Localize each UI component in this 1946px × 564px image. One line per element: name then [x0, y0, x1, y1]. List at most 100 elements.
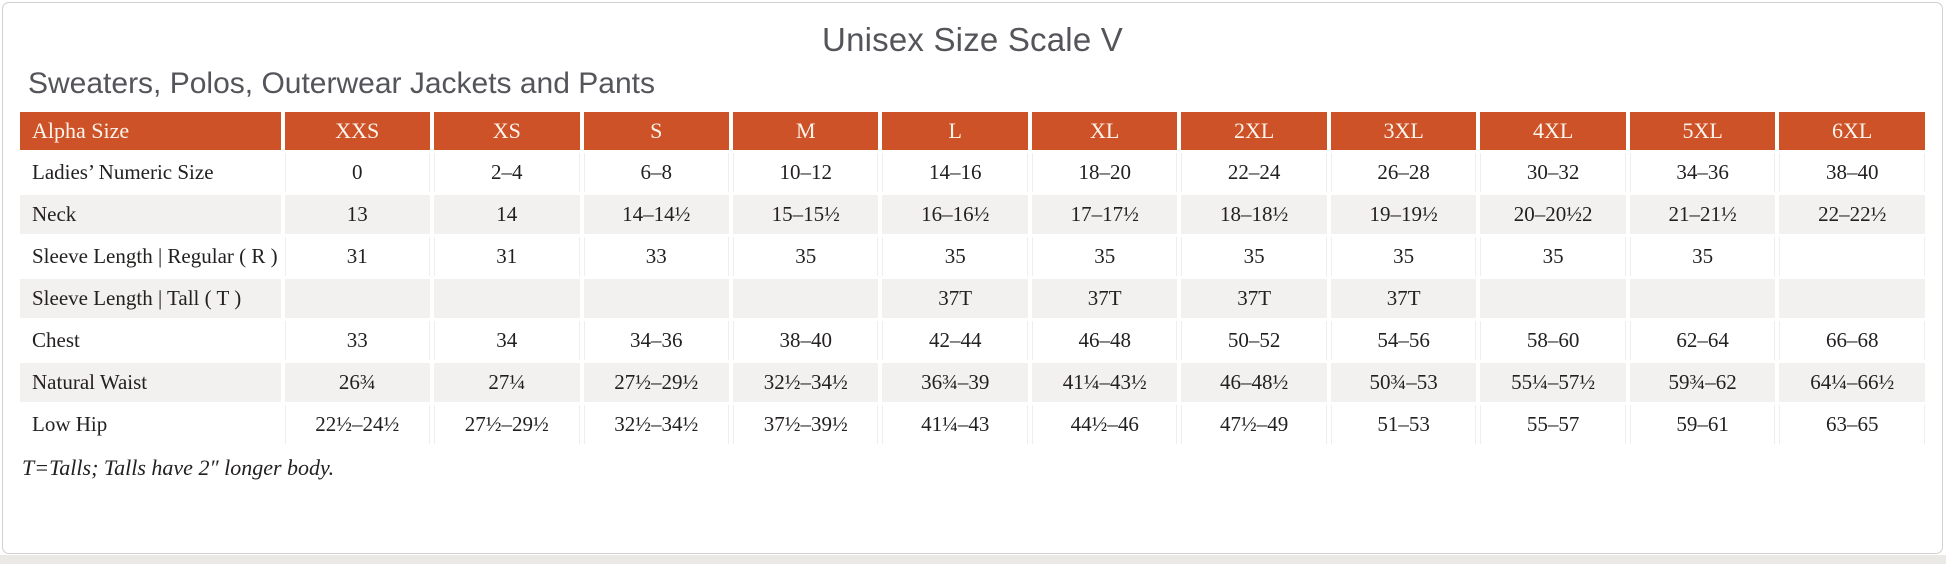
size-value-cell: 54–56 [1330, 321, 1477, 360]
size-value-cell: 59¾–62 [1629, 363, 1776, 402]
size-value-cell: 46–48½ [1181, 363, 1327, 402]
size-value-cell: 21–21½ [1629, 195, 1776, 234]
size-value-cell: 50–52 [1181, 321, 1327, 360]
size-value-cell: 37T [1031, 279, 1178, 318]
size-value-cell [1480, 279, 1626, 318]
size-value-cell: 22–22½ [1779, 195, 1925, 234]
size-value-cell: 35 [1031, 237, 1178, 276]
size-value-cell: 38–40 [1779, 153, 1925, 192]
size-value-cell: 14–14½ [583, 195, 729, 234]
size-value-cell: 2–4 [434, 153, 580, 192]
size-value-cell: 63–65 [1779, 405, 1925, 444]
table-row: Chest 33 34 34–36 38–40 42–44 46–48 50–52 54–56 5… [20, 321, 1925, 360]
size-value-cell: 59–61 [1629, 405, 1776, 444]
row-label: Low Hip [32, 412, 108, 436]
size-value-cell: 17–17½ [1031, 195, 1178, 234]
size-value-cell: 42–44 [882, 321, 1028, 360]
size-value-cell: 6–8 [583, 153, 729, 192]
size-value-cell: 32½–34½ [732, 363, 879, 402]
size-value-cell: 35 [882, 237, 1028, 276]
size-value-cell: 34 [434, 321, 580, 360]
size-value-cell: 0 [284, 153, 431, 192]
size-value-cell: 55¼–57½ [1480, 363, 1626, 402]
row-label: Sleeve Length | Regular ( R ) [32, 244, 278, 268]
size-value-cell: 10–12 [732, 153, 879, 192]
table-row: Natural Waist 26¾ 27¼ 27½–29½ 32½–34½ 36¾–39 4… [20, 363, 1925, 402]
size-value-cell: 16–16½ [882, 195, 1028, 234]
row-label: Sleeve Length | Tall ( T ) [20, 279, 281, 318]
size-value-cell: 46–48 [1031, 321, 1178, 360]
size-value-cell: 26¾ [284, 363, 431, 402]
size-value-cell [1779, 279, 1925, 318]
size-value-cell: 19–19½ [1330, 195, 1477, 234]
size-value-cell: 55–57 [1480, 405, 1626, 444]
size-value-cell: 37T [882, 279, 1028, 318]
page-subtitle: Sweaters, Polos, Outerwear Jackets and P… [28, 67, 655, 100]
size-value-cell: 35 [1480, 237, 1626, 276]
row-label: Chest [32, 328, 80, 352]
size-value-cell: 35 [732, 237, 879, 276]
column-header: S [583, 112, 729, 150]
size-value-cell: 37T [1181, 279, 1327, 318]
size-value-cell: 44½–46 [1031, 405, 1178, 444]
talls-footnote: T=Talls; Talls have 2″ longer body. [22, 455, 335, 480]
row-label: Natural Waist [20, 363, 281, 402]
size-value-cell: 31 [434, 237, 580, 276]
size-value-cell: 35 [1330, 237, 1477, 276]
size-value-cell: 34–36 [1629, 153, 1776, 192]
table-row: Ladies’ Numeric Size 0 2–4 6–8 10–12 14–16 18–… [20, 153, 1925, 192]
size-value-cell: 27¼ [434, 363, 580, 402]
size-value-cell: 58–60 [1480, 321, 1626, 360]
size-value-cell: 18–18½ [1181, 195, 1327, 234]
row-label: Ladies’ Numeric Size [32, 160, 214, 184]
size-value-cell: 22–24 [1181, 153, 1327, 192]
size-value-cell [732, 279, 879, 318]
row-label: Neck [20, 195, 281, 234]
page-title: Unisex Size Scale V [822, 21, 1123, 58]
size-value-cell [1629, 279, 1776, 318]
size-value-cell: 27½–29½ [434, 405, 580, 444]
size-value-cell: 41¼–43 [882, 405, 1028, 444]
size-table: Alpha Size XXS XS S M L XL 2XL 3XL 4XL 5XL 6XL Ladie… [16, 109, 1929, 447]
corner-header-alpha-size: Alpha Size [20, 112, 281, 150]
table-row: Low Hip 22½–24½ 27½–29½ 32½–34½ 37½–39½ 41¼–4… [20, 405, 1925, 444]
column-header: 2XL [1181, 112, 1327, 150]
size-value-cell: 22½–24½ [284, 405, 431, 444]
size-value-cell: 33 [284, 321, 431, 360]
size-value-cell: 14–16 [882, 153, 1028, 192]
size-value-cell: 14 [434, 195, 580, 234]
size-value-cell: 62–64 [1629, 321, 1776, 360]
size-value-cell: 37½–39½ [732, 405, 879, 444]
size-value-cell [583, 279, 729, 318]
size-value-cell: 66–68 [1779, 321, 1925, 360]
size-value-cell [434, 279, 580, 318]
size-value-cell [1779, 237, 1925, 276]
size-value-cell: 32½–34½ [583, 405, 729, 444]
column-header: 4XL [1480, 112, 1626, 150]
table-row: Sleeve Length | Regular ( R ) 31 31 33 35 35 3… [20, 237, 1925, 276]
size-value-cell: 20–20½2 [1480, 195, 1626, 234]
page-bottom-strip [0, 555, 1946, 564]
column-header: 3XL [1330, 112, 1477, 150]
column-header: XS [434, 112, 580, 150]
size-value-cell: 31 [284, 237, 431, 276]
size-value-cell: 41¼–43½ [1031, 363, 1178, 402]
size-value-cell: 15–15½ [732, 195, 879, 234]
size-value-cell: 37T [1330, 279, 1477, 318]
column-header: XL [1031, 112, 1178, 150]
size-value-cell: 18–20 [1031, 153, 1178, 192]
column-header: 6XL [1779, 112, 1925, 150]
size-value-cell: 35 [1181, 237, 1327, 276]
table-row: Sleeve Length | Tall ( T ) 37T 37T 37T 37T [20, 279, 1925, 318]
size-value-cell: 51–53 [1330, 405, 1477, 444]
size-value-cell [284, 279, 431, 318]
column-header: XXS [284, 112, 431, 150]
column-header: M [732, 112, 879, 150]
size-value-cell: 47½–49 [1181, 405, 1327, 444]
size-value-cell: 34–36 [583, 321, 729, 360]
size-value-cell: 36¾–39 [882, 363, 1028, 402]
size-value-cell: 33 [583, 237, 729, 276]
table-row: Neck 13 14 14–14½ 15–15½ 16–16½ 17–17½ 18–18½ 19… [20, 195, 1925, 234]
column-header: 5XL [1629, 112, 1776, 150]
column-header: L [882, 112, 1028, 150]
